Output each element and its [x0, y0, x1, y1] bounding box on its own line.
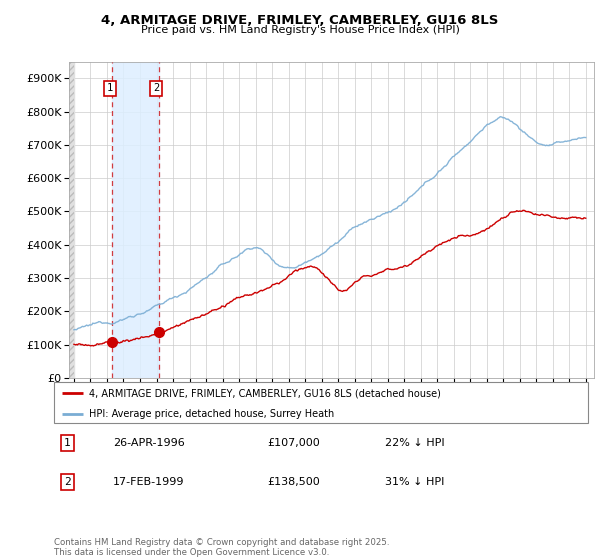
Text: 2: 2 [153, 83, 159, 94]
Text: 1: 1 [107, 83, 113, 94]
Text: £138,500: £138,500 [268, 477, 320, 487]
Bar [69, 62, 74, 378]
Text: 17-FEB-1999: 17-FEB-1999 [113, 477, 184, 487]
Bar [112, 62, 158, 378]
Text: 1: 1 [64, 438, 71, 448]
Text: 4, ARMITAGE DRIVE, FRIMLEY, CAMBERLEY, GU16 8LS (detached house): 4, ARMITAGE DRIVE, FRIMLEY, CAMBERLEY, G… [89, 389, 440, 398]
Text: HPI: Average price, detached house, Surrey Heath: HPI: Average price, detached house, Surr… [89, 409, 334, 419]
Text: Price paid vs. HM Land Registry's House Price Index (HPI): Price paid vs. HM Land Registry's House … [140, 25, 460, 35]
Bar [69, 62, 74, 378]
Text: 22% ↓ HPI: 22% ↓ HPI [385, 438, 445, 448]
Text: 26-APR-1996: 26-APR-1996 [113, 438, 184, 448]
Text: £107,000: £107,000 [268, 438, 320, 448]
Text: Contains HM Land Registry data © Crown copyright and database right 2025.
This d: Contains HM Land Registry data © Crown c… [54, 538, 389, 557]
Text: 2: 2 [64, 477, 71, 487]
Text: 31% ↓ HPI: 31% ↓ HPI [385, 477, 445, 487]
Text: 4, ARMITAGE DRIVE, FRIMLEY, CAMBERLEY, GU16 8LS: 4, ARMITAGE DRIVE, FRIMLEY, CAMBERLEY, G… [101, 14, 499, 27]
